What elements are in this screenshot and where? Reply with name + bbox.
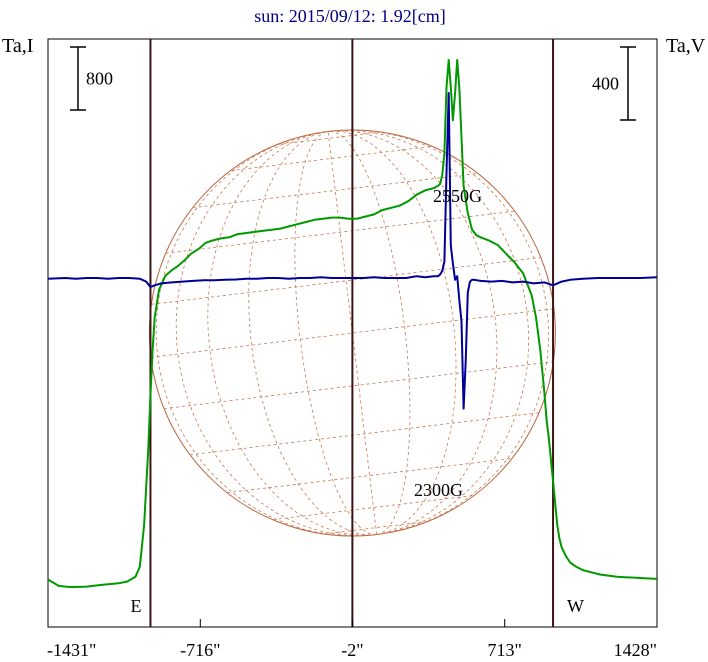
annotation-2300g: 2300G	[414, 480, 463, 500]
x-tick-label: 1428"	[614, 640, 657, 660]
latitude-line	[276, 131, 382, 145]
latitude-line	[323, 521, 428, 535]
vertical-lines	[149, 39, 555, 627]
longitude-line	[248, 131, 377, 536]
solar-disk-grid	[148, 129, 556, 537]
latitude-line	[272, 495, 475, 521]
longitude-line	[207, 131, 377, 536]
y-right-label: Ta,V	[666, 35, 706, 57]
longitude-line	[328, 130, 498, 535]
limb-label-w: W	[567, 596, 584, 616]
chart-title: sun: 2015/09/12: 1.92[cm]	[254, 6, 446, 26]
scale-bar-intensity-label: 800	[86, 69, 113, 89]
annotations: E W 2550G 2300G	[130, 186, 584, 616]
series-line-ta-v	[47, 92, 658, 410]
series-lines	[47, 59, 658, 589]
longitude-line	[328, 130, 411, 535]
x-tick-label: 713"	[488, 640, 522, 660]
x-tick-label: -1431"	[47, 640, 96, 660]
latitude-line	[165, 210, 515, 254]
latitude-line	[192, 172, 478, 209]
y-left-label: Ta,I	[2, 35, 33, 57]
longitude-line	[328, 129, 549, 535]
scale-bars: 800 400	[70, 46, 636, 121]
latitude-line	[230, 145, 433, 171]
limb-label-e: E	[130, 596, 141, 616]
longitude-line	[327, 131, 378, 535]
annotation-2550g: 2550G	[433, 186, 482, 206]
x-tick-labels: -1431" -716" -2" 713" 1428"	[47, 619, 658, 660]
latitude-line	[150, 308, 554, 358]
x-tick-label: -2"	[341, 640, 363, 660]
longitude-line	[328, 130, 457, 535]
series-line-ta-i	[47, 59, 658, 589]
longitude-line	[294, 131, 377, 536]
latitude-line	[164, 361, 554, 409]
latitude-line	[190, 412, 540, 456]
scale-bar-polarization-label: 400	[592, 74, 619, 94]
x-tick-label: -716"	[180, 640, 220, 660]
longitude-line	[155, 131, 377, 537]
latitude-line	[227, 457, 513, 494]
